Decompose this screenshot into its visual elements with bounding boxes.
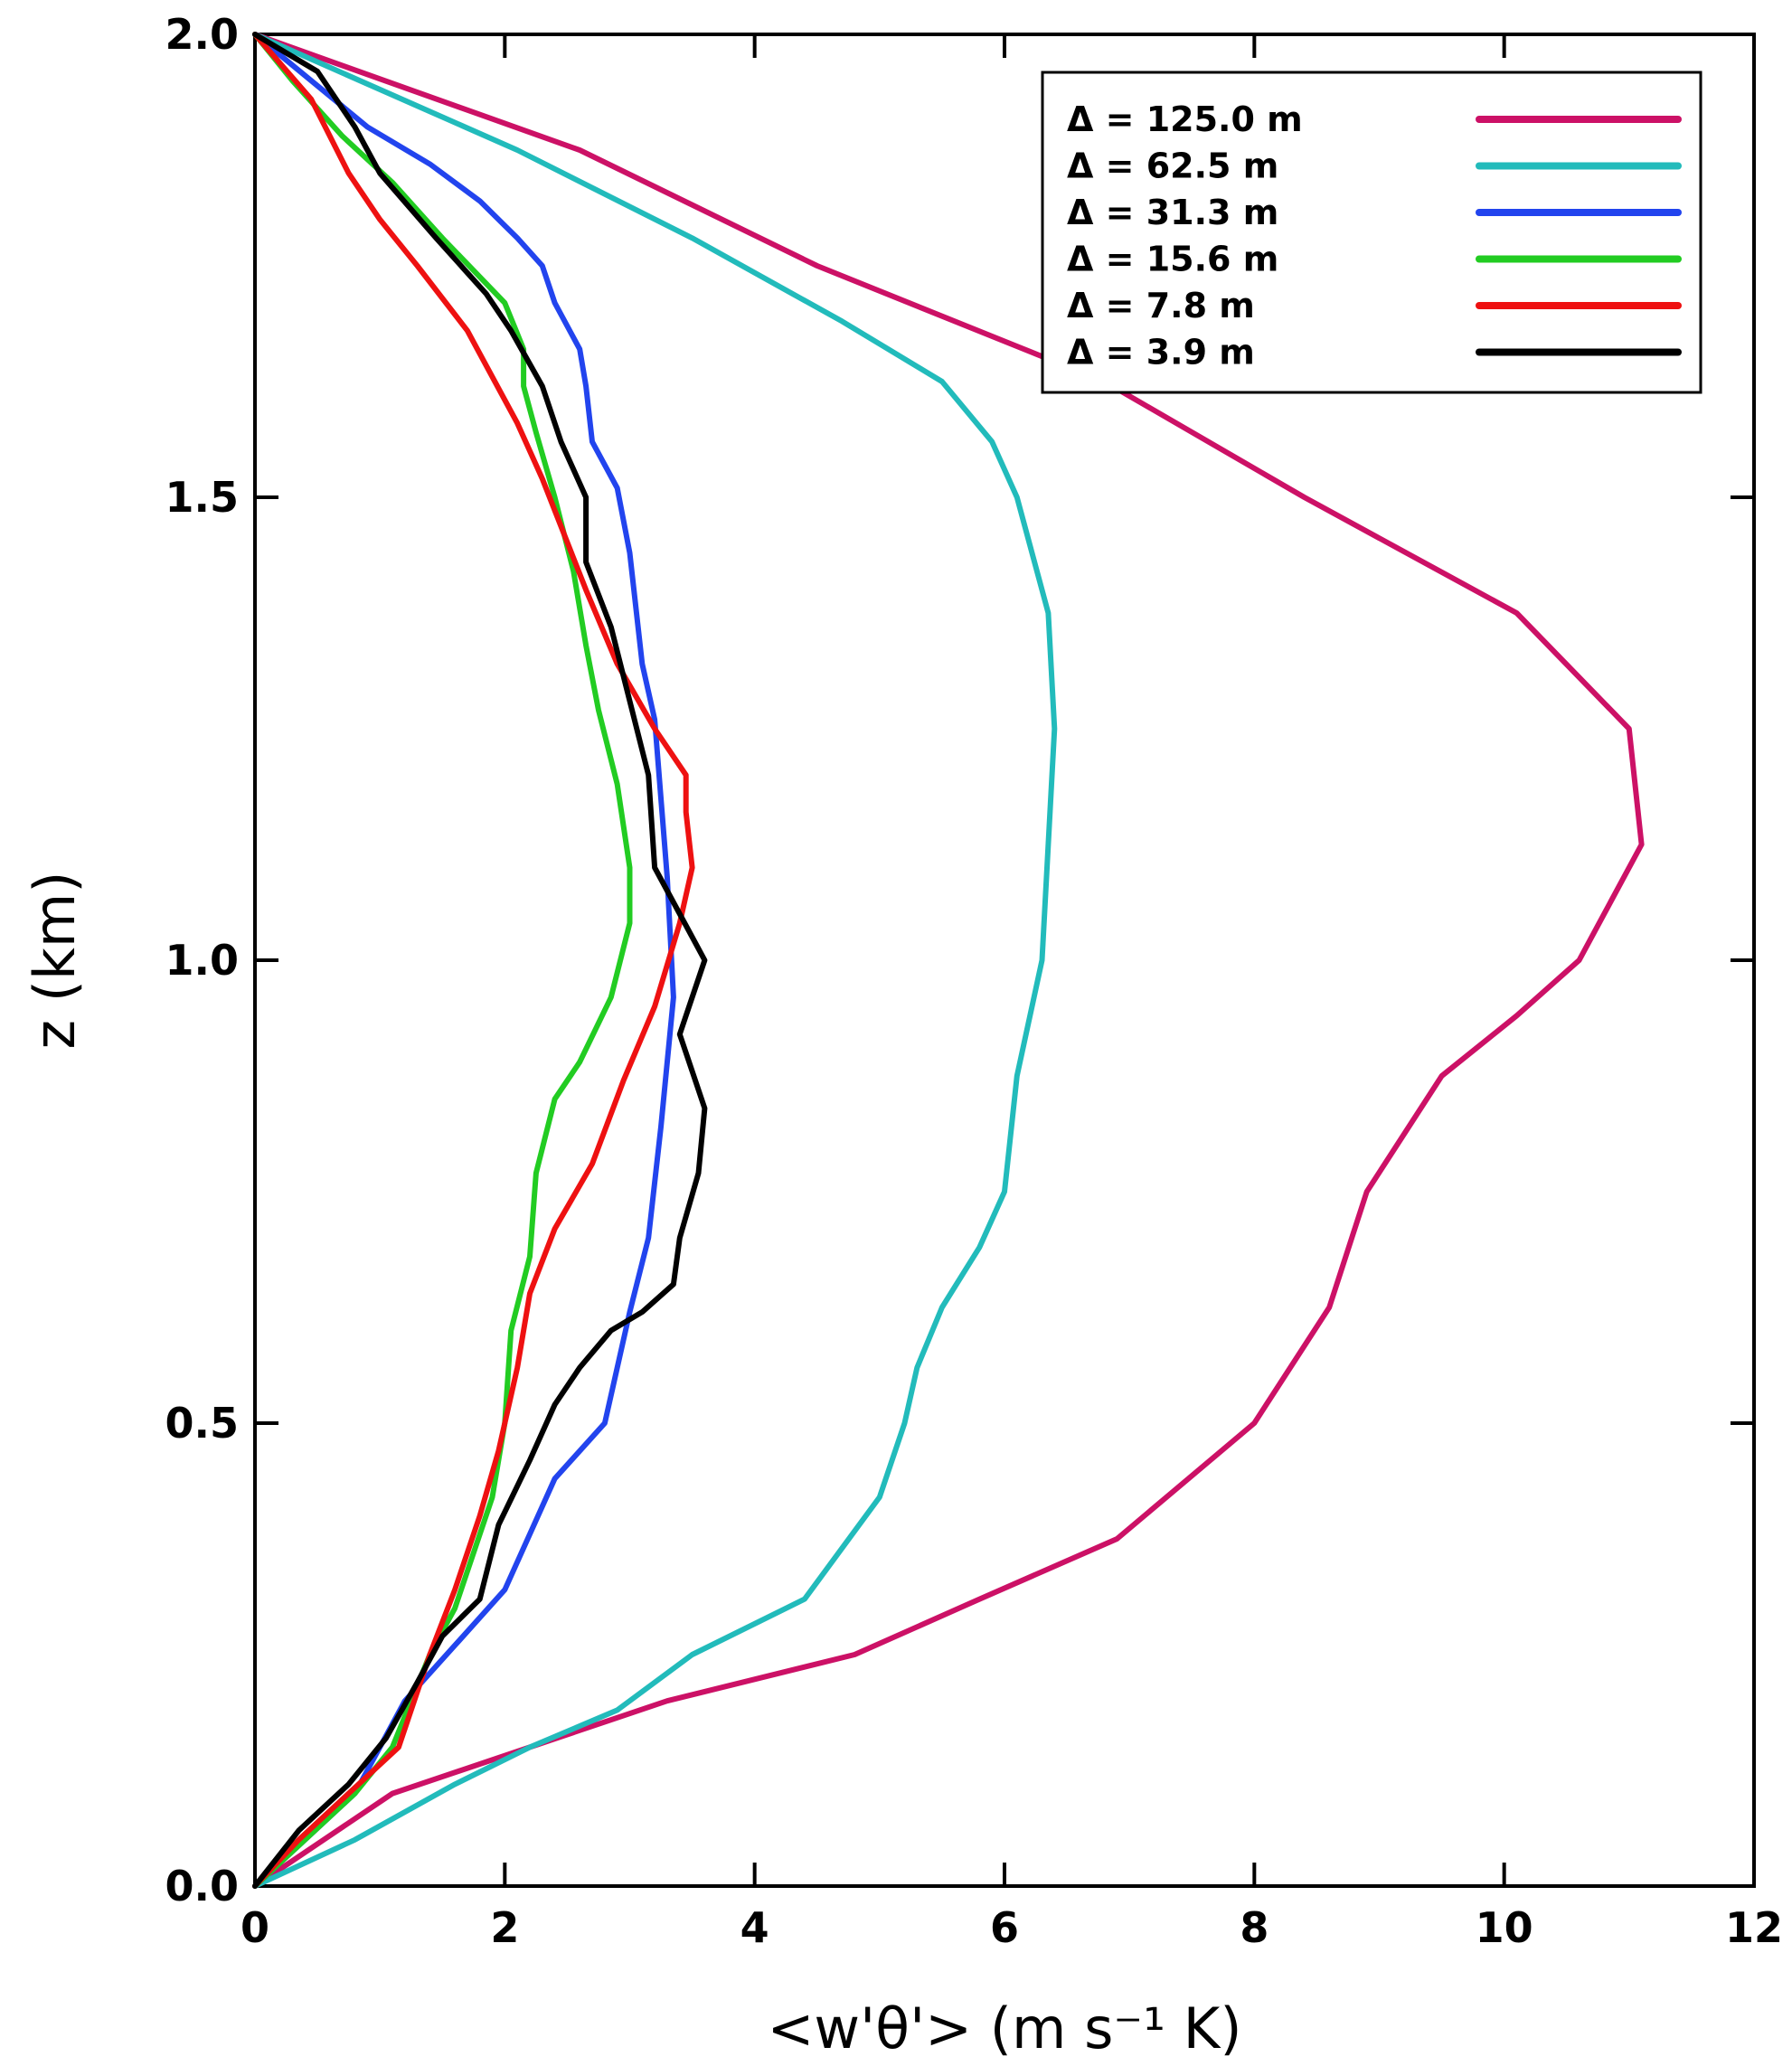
x-axis-title: <w'θ'> (m s⁻¹ K): [767, 1995, 1241, 2061]
series-line-5: [252, 32, 695, 1889]
legend-box: [1041, 71, 1702, 394]
series-line-2: [252, 32, 1058, 1889]
legend-label: Δ = 62.5 m: [1067, 146, 1278, 186]
x-tick-label: 4: [740, 1903, 769, 1952]
axis-ticks: 0 2 4 6 8 10 12 0.0 0.5 1.0 1.5 2.0: [165, 10, 1784, 1952]
x-tick-label: 6: [990, 1903, 1019, 1952]
y-tick-label: 2.0: [165, 10, 240, 59]
y-tick-label: 0.0: [165, 1862, 240, 1910]
series-line-1: [252, 32, 1645, 1889]
y-tick-label: 1.0: [165, 936, 240, 985]
y-axis-title: z (km): [22, 872, 88, 1050]
legend-label: Δ = 15.6 m: [1067, 240, 1278, 279]
x-tick-label: 0: [241, 1903, 269, 1952]
x-tick-label: 8: [1240, 1903, 1269, 1952]
series-layer: [252, 32, 1645, 1889]
legend: Δ = 125.0 m Δ = 62.5 m Δ = 31.3 m Δ = 15.6 …: [1041, 71, 1702, 394]
y-tick-label: 0.5: [165, 1399, 240, 1448]
series-line-4: [252, 32, 633, 1889]
y-tick-label: 1.5: [165, 473, 240, 522]
series-line-6: [252, 32, 708, 1889]
legend-label: Δ = 31.3 m: [1067, 193, 1278, 232]
x-tick-label: 10: [1476, 1903, 1533, 1952]
series-line-3: [252, 32, 676, 1889]
legend-label: Δ = 125.0 m: [1067, 99, 1303, 139]
x-tick-label: 2: [490, 1903, 519, 1952]
legend-label: Δ = 3.9 m: [1067, 333, 1255, 373]
x-tick-label: 12: [1725, 1903, 1783, 1952]
legend-label: Δ = 7.8 m: [1067, 286, 1255, 325]
